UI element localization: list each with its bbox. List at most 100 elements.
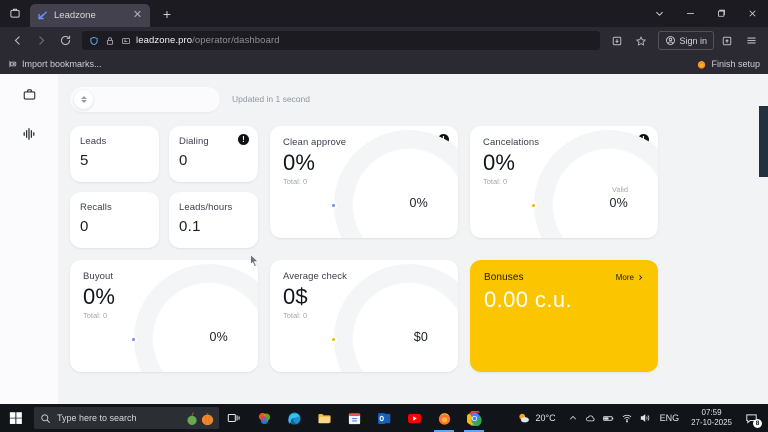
taskbar-search-box[interactable]: Type here to search — [34, 407, 219, 429]
restore-icon[interactable] — [706, 0, 737, 26]
firefox-logo-icon — [698, 60, 706, 69]
stat-card-cancelations[interactable]: ! Cancelations 0% Total: 0 Valid 0% — [470, 126, 658, 238]
stat-card-average-check[interactable]: Average check 0$ Total: 0 $0 — [270, 260, 458, 372]
stat-total: Total: 0 — [283, 177, 308, 187]
close-icon[interactable]: ✕ — [132, 9, 143, 21]
finish-setup-label: Finish setup — [711, 59, 760, 69]
scrollbar-thumb[interactable] — [759, 106, 768, 177]
url-domain: leadzone.pro — [136, 35, 193, 46]
shield-icon[interactable] — [88, 35, 99, 46]
import-bookmarks-button[interactable]: Import bookmarks... — [8, 59, 102, 69]
stat-card-dialing[interactable]: ! Dialing 0 — [169, 126, 258, 182]
battery-icon[interactable] — [600, 404, 618, 432]
sign-in-label: Sign in — [679, 35, 707, 46]
back-arrow-icon[interactable] — [6, 30, 28, 52]
share-icon[interactable] — [716, 30, 738, 52]
search-icon — [41, 413, 50, 423]
stat-total: Total: 0 — [283, 311, 308, 321]
audio-wave-icon — [23, 128, 35, 140]
info-badge-icon[interactable]: ! — [238, 134, 249, 145]
import-bookmarks-label: Import bookmarks... — [22, 59, 102, 69]
stat-card-clean-approve[interactable]: ! Clean approve 0% Total: 0 0% — [270, 126, 458, 238]
app-sidebar — [0, 74, 58, 404]
pumpkin-icon — [186, 411, 215, 426]
bonuses-more-link[interactable]: More — [616, 273, 644, 282]
dashboard-toolbar: Updated in 1 second — [70, 86, 746, 112]
speaker-icon[interactable] — [636, 404, 654, 432]
sidebar-item-audio[interactable] — [0, 114, 58, 154]
page-scrollbar[interactable] — [758, 74, 768, 404]
wifi-icon[interactable] — [618, 404, 636, 432]
bookmarks-toolbar: Import bookmarks... Finish setup — [0, 54, 768, 74]
taskbar-app-microsoft-365[interactable] — [249, 404, 279, 432]
hamburger-menu-icon[interactable] — [740, 30, 762, 52]
stat-label: Leads — [80, 136, 107, 147]
search-placeholder: Type here to search — [57, 413, 137, 423]
sign-in-button[interactable]: Sign in — [658, 31, 714, 50]
period-select[interactable] — [70, 86, 220, 112]
stat-label: Cancelations — [483, 137, 540, 148]
stat-total: Total: 0 — [83, 311, 108, 321]
stat-value: 0$ — [283, 284, 308, 309]
chevron-down-icon[interactable] — [644, 0, 675, 26]
taskbar-app-firefox[interactable] — [429, 404, 459, 432]
gauge-marker-dot — [130, 336, 137, 343]
stat-label: Recalls — [80, 202, 112, 213]
up-down-chevron-icon[interactable] — [74, 89, 93, 109]
finish-setup-button[interactable]: Finish setup — [696, 59, 760, 70]
padlock-icon[interactable] — [104, 35, 115, 46]
clock[interactable]: 07:59 27-10-2025 — [685, 408, 738, 428]
dashboard-content: Updated in 1 second Leads 5 ! Dialing 0 — [58, 74, 758, 404]
forward-arrow-icon — [30, 30, 52, 52]
gauge-chart — [130, 264, 258, 372]
url-text: leadzone.pro/operator/dashboard — [136, 35, 280, 46]
taskbar-app-microsoft-edge[interactable] — [279, 404, 309, 432]
onedrive-icon[interactable] — [582, 404, 600, 432]
gauge-chart — [330, 130, 458, 238]
stat-label: Average check — [283, 271, 347, 282]
new-tab-button[interactable]: + — [162, 6, 172, 22]
taskbar-app-outlook[interactable] — [369, 404, 399, 432]
stat-total: Total: 0 — [483, 177, 508, 187]
stat-label: Leads/hours — [179, 202, 233, 213]
windows-start-icon[interactable] — [0, 404, 32, 432]
windows-taskbar: Type here to search 20°C — [0, 404, 768, 432]
weather-temp: 20°C — [535, 413, 556, 423]
gauge-marker-dot — [330, 202, 337, 209]
close-icon[interactable] — [737, 0, 768, 26]
stat-card-leads[interactable]: Leads 5 — [70, 126, 159, 182]
save-to-pocket-icon[interactable] — [606, 30, 628, 52]
notification-count: 8 — [753, 419, 762, 428]
sidebar-item-briefcase[interactable] — [0, 74, 58, 114]
taskbar-app-youtube[interactable] — [399, 404, 429, 432]
bonuses-value: 0.00 c.u. — [484, 287, 572, 312]
taskbar-app-file-explorer[interactable] — [309, 404, 339, 432]
chevron-up-icon[interactable] — [564, 404, 582, 432]
stat-card-leads-hours[interactable]: Leads/hours 0.1 — [169, 192, 258, 248]
reload-icon[interactable] — [54, 30, 76, 52]
stat-card-buyout[interactable]: Buyout 0% Total: 0 0% — [70, 260, 258, 372]
taskbar-app-chrome[interactable] — [459, 404, 489, 432]
reader-view-icon[interactable] — [120, 35, 131, 46]
weather-widget[interactable]: 20°C — [515, 411, 563, 425]
gauge-value: 0% — [209, 330, 228, 344]
taskbar-app-microsoft-store[interactable] — [339, 404, 369, 432]
gauge-value: $0 — [413, 330, 428, 344]
gauge-sublabel: Valid — [611, 185, 628, 194]
account-circle-icon — [666, 36, 676, 45]
stat-card-bonuses[interactable]: Bonuses More 0.00 c.u. — [470, 260, 658, 372]
task-view-icon[interactable] — [219, 404, 249, 432]
chart-arrow-icon — [36, 10, 48, 22]
chevron-right-icon — [639, 275, 643, 280]
stat-label: Clean approve — [283, 137, 347, 148]
url-bar[interactable]: leadzone.pro/operator/dashboard — [82, 31, 601, 50]
browser-tab[interactable]: Leadzone ✕ — [30, 4, 150, 27]
star-icon[interactable] — [630, 30, 652, 52]
firefox-view-icon[interactable] — [4, 2, 26, 24]
minimize-icon[interactable] — [675, 0, 706, 26]
stat-card-recalls[interactable]: Recalls 0 — [70, 192, 159, 248]
notification-icon[interactable]: 8 — [738, 404, 764, 432]
stat-value: 0 — [179, 152, 188, 169]
gauge-chart — [330, 264, 458, 372]
language-indicator[interactable]: ENG — [659, 413, 680, 423]
